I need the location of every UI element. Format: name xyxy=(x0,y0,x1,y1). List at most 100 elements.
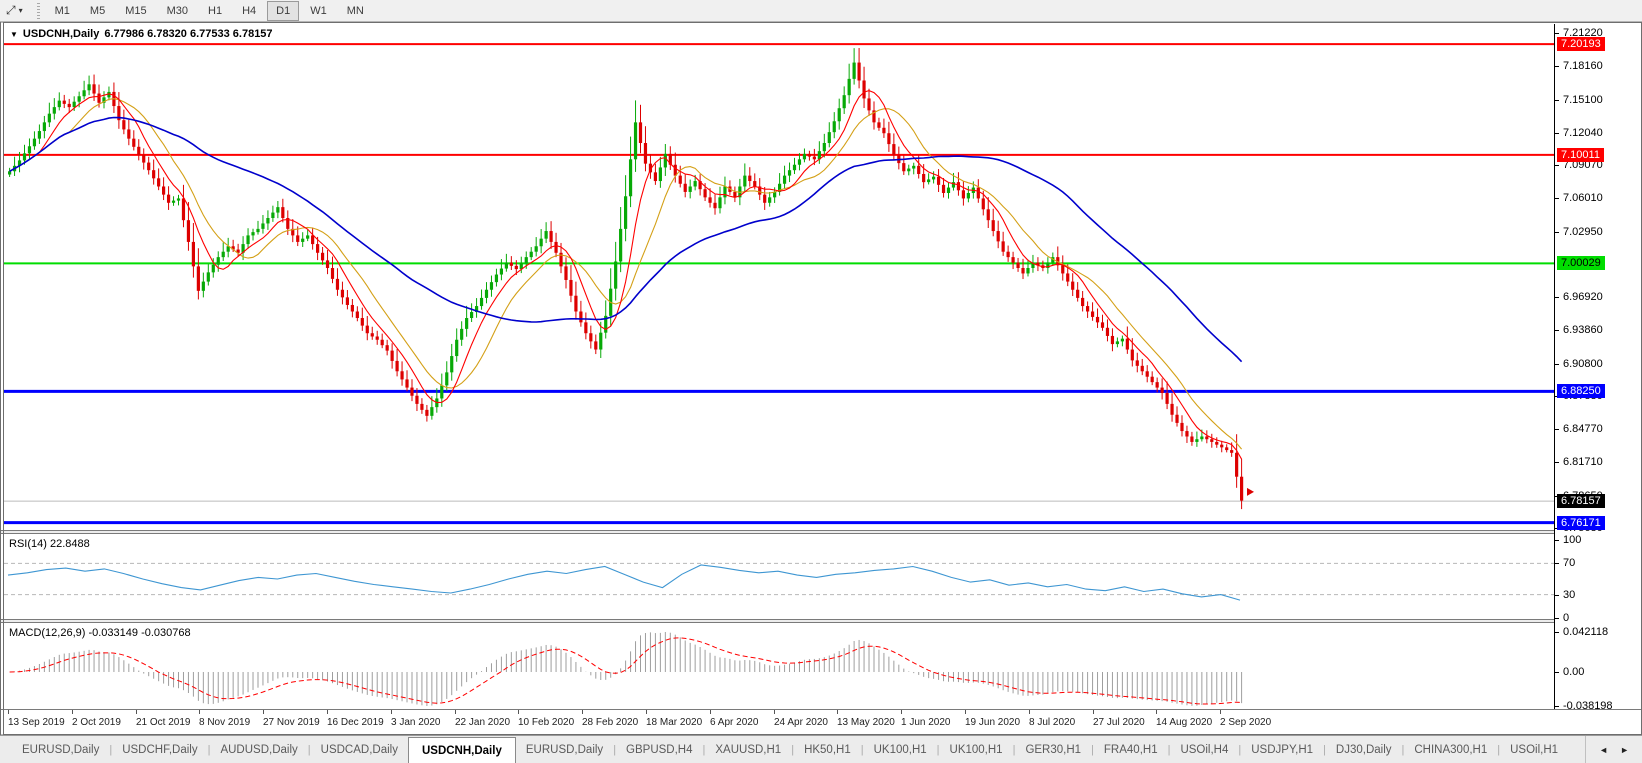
date-tick-mark xyxy=(965,710,966,714)
pivot-badge: 7.00029 xyxy=(1557,256,1605,270)
resistance-badge-2: 7.10011 xyxy=(1557,148,1604,162)
rsi-tick-label: 70 xyxy=(1563,557,1576,569)
rsi-tick-mark xyxy=(1555,563,1559,564)
timeframe-button-h1[interactable]: H1 xyxy=(199,1,231,21)
timeframe-button-w1[interactable]: W1 xyxy=(301,1,336,21)
price-tick-label: 7.21220 xyxy=(1563,27,1603,39)
timeframe-button-m15[interactable]: M15 xyxy=(116,1,155,21)
date-label: 10 Feb 2020 xyxy=(518,717,575,728)
rsi-tick-mark xyxy=(1555,595,1559,596)
date-label: 18 Mar 2020 xyxy=(646,717,703,728)
macd-tick-mark xyxy=(1555,672,1559,673)
macd-tick-mark xyxy=(1555,632,1559,633)
dropdown-caret-icon[interactable]: ▾ xyxy=(18,6,23,15)
tab-separator: | xyxy=(1012,743,1016,756)
cursor-tool-group[interactable]: ⤢ ▾ xyxy=(0,0,31,21)
chart-tabbar: EURUSD,Daily | USDCHF,Daily | AUDUSD,Daily | U… xyxy=(0,735,1642,763)
chart-tab-usoil-h4[interactable]: USOil,H4 xyxy=(1180,743,1229,756)
tab-separator: | xyxy=(1323,743,1326,756)
price-tick-mark xyxy=(1555,165,1559,166)
chart-tab-eurusd-daily[interactable]: EURUSD,Daily xyxy=(525,743,604,756)
toolbar-drag-handle[interactable] xyxy=(36,2,40,19)
chart-tab-usdchf-daily[interactable]: USDCHF,Daily xyxy=(122,743,198,756)
timeframe-button-mn[interactable]: MN xyxy=(338,1,373,21)
rsi-line xyxy=(7,564,1241,601)
date-tick-mark xyxy=(1029,710,1030,714)
rsi-tick-mark xyxy=(1555,540,1559,541)
chart-tab-dj30-daily[interactable]: DJ30,Daily xyxy=(1335,743,1392,756)
rsi-tick-label: 100 xyxy=(1563,534,1582,546)
chart-tab-uk100-h1[interactable]: UK100,H1 xyxy=(873,743,927,756)
price-tick-mark xyxy=(1555,364,1559,365)
date-label: 16 Dec 2019 xyxy=(327,717,384,728)
macd-indicator-canvas[interactable] xyxy=(4,623,1554,709)
resistance-badge-1: 7.20193 xyxy=(1557,37,1605,51)
price-tick-mark xyxy=(1555,133,1559,134)
chart-tab-ger30-h1[interactable]: GER30,H1 xyxy=(1025,743,1082,756)
timeframe-button-m1[interactable]: M1 xyxy=(46,1,79,21)
date-label: 2 Sep 2020 xyxy=(1220,717,1272,728)
price-tick-mark xyxy=(1555,462,1559,463)
tab-separator: | xyxy=(1497,743,1501,756)
tab-separator: | xyxy=(860,743,864,756)
date-label: 24 Apr 2020 xyxy=(774,717,828,728)
price-tick-label: 6.90800 xyxy=(1563,358,1603,370)
chart-title-collapse-icon[interactable]: ▼ xyxy=(10,29,18,39)
tab-scroll-right-button[interactable]: ► xyxy=(1615,743,1634,757)
timeframe-button-m5[interactable]: M5 xyxy=(81,1,114,21)
price-axis[interactable]: 7.21220 7.18160 7.15100 7.12040 7.09070 7.060… xyxy=(1554,24,1642,712)
price-pointer-arrow xyxy=(1247,487,1254,496)
chart-title-ohlc: 6.77986 6.78320 6.77533 6.78157 xyxy=(104,28,273,40)
tab-scroll-arrows: ◄ ► xyxy=(1585,736,1642,763)
tab-separator: | xyxy=(207,743,211,756)
timeframe-button-m30[interactable]: M30 xyxy=(158,1,197,21)
cursor-tool-icon[interactable]: ⤢ xyxy=(6,3,16,17)
chart-tab-usdcad-daily[interactable]: USDCAD,Daily xyxy=(320,743,398,756)
timeframe-button-d1[interactable]: D1 xyxy=(267,0,300,21)
price-tick-mark xyxy=(1555,198,1559,199)
chart-tab-eurusd-daily[interactable]: EURUSD,Daily xyxy=(22,743,100,756)
chart-tab-usoil-h1[interactable]: USOil,H1 xyxy=(1510,743,1559,756)
tab-separator: | xyxy=(1401,743,1405,756)
timeframe-button-h4[interactable]: H4 xyxy=(233,1,265,21)
date-label: 27 Jul 2020 xyxy=(1093,717,1145,728)
rsi-indicator-canvas[interactable] xyxy=(4,534,1554,619)
chart-tab-uk100-h1[interactable]: UK100,H1 xyxy=(949,743,1003,756)
chart-tab-xauusd-h1[interactable]: XAUUSD,H1 xyxy=(715,743,782,756)
tab-separator: | xyxy=(1167,743,1171,756)
support-badge-2: 6.76171 xyxy=(1557,516,1605,530)
pane-splitter-rsi[interactable] xyxy=(0,530,1642,534)
price-tick-mark xyxy=(1555,100,1559,101)
macd-tick-label: -0.038198 xyxy=(1563,700,1613,712)
chart-tab-audusd-daily[interactable]: AUDUSD,Daily xyxy=(220,743,298,756)
date-tick-mark xyxy=(901,710,902,714)
date-axis[interactable]: 13 Sep 2019 2 Oct 2019 21 Oct 2019 8 Nov 20… xyxy=(0,709,1642,734)
chart-tab-usdjpy-h1[interactable]: USDJPY,H1 xyxy=(1251,743,1314,756)
price-tick-label: 7.18160 xyxy=(1563,60,1603,72)
macd-tick-mark xyxy=(1555,706,1559,707)
date-tick-mark xyxy=(391,710,392,714)
price-chart-canvas[interactable] xyxy=(4,24,1554,530)
price-tick-label: 7.12040 xyxy=(1563,127,1603,139)
price-tick-label: 6.96920 xyxy=(1563,291,1603,303)
pane-splitter-macd[interactable] xyxy=(0,619,1642,623)
chart-tab-gbpusd-h4[interactable]: GBPUSD,H4 xyxy=(626,743,693,756)
chart-tab-usdcnh-daily[interactable]: USDCNH,Daily xyxy=(407,737,516,763)
date-tick-mark xyxy=(518,710,519,714)
chart-title-symbol: USDCNH,Daily xyxy=(22,28,100,40)
date-tick-mark xyxy=(774,710,775,714)
chart-tab-china300-h1[interactable]: CHINA300,H1 xyxy=(1414,743,1488,756)
date-label: 1 Jun 2020 xyxy=(901,717,951,728)
tab-separator: | xyxy=(109,743,113,756)
price-tick-label: 6.84770 xyxy=(1563,423,1603,435)
date-label: 13 Sep 2019 xyxy=(8,717,65,728)
tab-scroll-left-button[interactable]: ◄ xyxy=(1594,743,1613,757)
date-label: 27 Nov 2019 xyxy=(263,717,320,728)
macd-indicator-label: MACD(12,26,9) -0.033149 -0.030768 xyxy=(9,627,191,639)
date-tick-mark xyxy=(710,710,711,714)
chart-tab-hk50-h1[interactable]: HK50,H1 xyxy=(804,743,851,756)
chart-tab-fra40-h1[interactable]: FRA40,H1 xyxy=(1103,743,1158,756)
price-tick-label: 7.02950 xyxy=(1563,226,1603,238)
date-label: 13 May 2020 xyxy=(837,717,895,728)
ma-fast-line xyxy=(9,90,1243,460)
